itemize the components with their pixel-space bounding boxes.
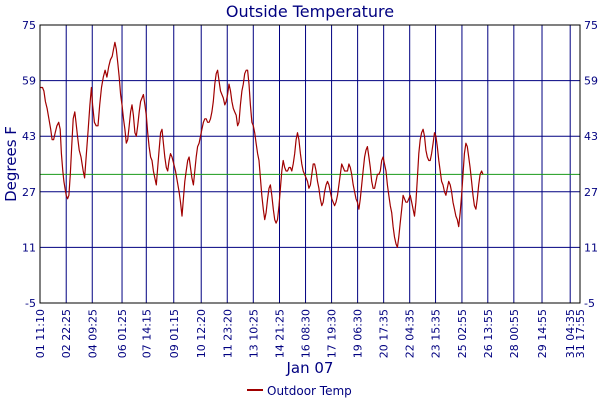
x-tick-labels: 01 11:10 02 22:25 04 09:25 06 01:25 07 14:15… [34,309,587,358]
x-tick-label: 16 08:30 [300,309,313,358]
y-axis-label: Degrees F [2,126,20,202]
y-tick-label-right: -5 [584,297,595,310]
x-tick-label: 17 19:30 [326,309,339,358]
y-tick-label-right: 11 [584,241,598,254]
x-tick-label: 09 01:15 [168,309,181,358]
grid [40,25,580,303]
x-tick-label: 06 01:25 [116,309,129,358]
x-tick-label: 31 04:35 [564,309,577,358]
x-tick-label: 28 00:55 [508,309,521,358]
plot-frame [39,24,581,304]
y-tick-label-left: 27 [22,186,36,199]
series-line-outdoor-temp [40,41,484,248]
y-tick-label-right: 59 [584,75,598,88]
x-tick-label: 07 14:15 [140,309,153,358]
y-tick-label-left: 59 [22,75,36,88]
x-tick-label: 31 17:55 [574,309,587,358]
x-tick-label: 04 09:25 [86,309,99,358]
x-axis-label: Jan 07 [286,359,334,377]
x-tick-label: 22 04:35 [404,309,417,358]
y-tick-label-left: 75 [22,19,36,32]
x-tick-label: 01 11:10 [34,309,47,358]
y-tick-label-left: 43 [22,130,36,143]
x-tick-label: 10 12:20 [195,309,208,358]
y-tick-label-left: -5 [25,297,36,310]
x-tick-label: 13 10:25 [247,309,260,358]
y-tick-label-right: 27 [584,186,598,199]
x-tick-label: 02 22:25 [60,309,73,358]
x-tick-label: 14 21:25 [274,309,287,358]
y-tick-labels: -5 -5 11 11 27 27 43 43 59 59 75 75 [22,19,598,310]
x-tick-label: 23 15:35 [430,309,443,358]
y-tick-label-right: 75 [584,19,598,32]
x-tick-label: 11 23:20 [221,309,234,358]
series-layer [40,41,484,248]
x-tick-label: 25 02:55 [456,309,469,358]
x-tick-label: 29 14:55 [536,309,549,358]
legend-label: Outdoor Temp [267,384,352,398]
x-tick-label: 19 06:30 [352,309,365,358]
chart-title: Outside Temperature [226,2,394,21]
y-tick-label-left: 11 [22,241,36,254]
y-tick-label-right: 43 [584,130,598,143]
x-tick-label: 20 17:35 [378,309,391,358]
x-tick-label: 26 13:55 [482,309,495,358]
legend: Outdoor Temp [247,384,352,398]
